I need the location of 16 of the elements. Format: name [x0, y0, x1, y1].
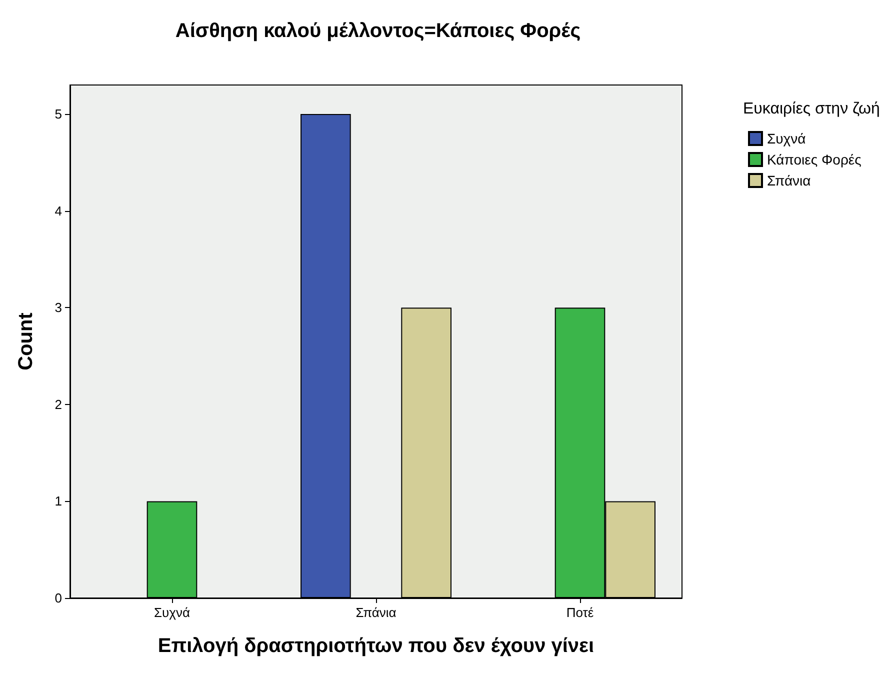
y-tick-label: 4	[54, 203, 62, 218]
legend-title: Ευκαιρίες στην ζωή	[743, 100, 880, 118]
x-tick-label: Συχνά	[154, 605, 190, 620]
y-tick-label: 3	[54, 300, 62, 316]
legend-label: Συχνά	[767, 130, 806, 146]
y-tick-label: 5	[54, 106, 62, 122]
y-axis-title: Count	[15, 312, 37, 370]
x-tick-label: Ποτέ	[566, 605, 594, 620]
y-tick-label: 1	[54, 494, 62, 509]
legend-label: Κάποιες Φορές	[767, 152, 862, 168]
chart-title: Αίσθηση καλού μέλλοντος=Κάποιες Φορές	[175, 20, 581, 42]
legend-label: Σπάνια	[767, 172, 811, 188]
x-tick-label: Σπάνια	[356, 605, 397, 620]
x-axis-title: Επιλογή δραστηριοτήτων που δεν έχουν γίνει	[158, 635, 594, 657]
y-tick-label: 2	[54, 396, 62, 412]
y-tick-label: 0	[54, 590, 62, 606]
